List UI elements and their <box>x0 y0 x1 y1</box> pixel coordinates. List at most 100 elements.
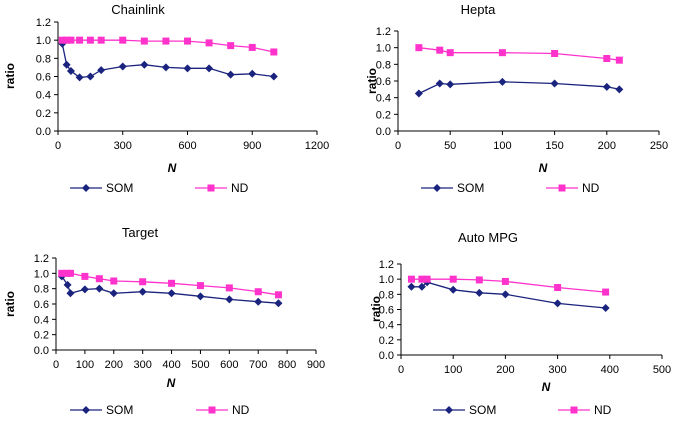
data-point-som <box>86 72 95 81</box>
x-axis-label: N <box>539 161 548 175</box>
x-axis-label: N <box>167 376 176 390</box>
data-point-nd <box>415 44 423 52</box>
y-tick-label: 0.8 <box>34 284 49 296</box>
x-tick-label: 100 <box>444 364 462 376</box>
data-point-nd <box>225 284 233 292</box>
data-point-nd <box>205 39 213 47</box>
x-tick-label: 900 <box>243 140 261 152</box>
y-tick-label: 0.0 <box>379 350 394 362</box>
x-tick-label: 300 <box>548 364 566 376</box>
data-point-nd <box>86 36 94 44</box>
data-point-som <box>183 64 192 73</box>
chart-panel: Chainlink 0.0 0.2 0.4 0.6 0.8 1.0 1.2 0 300 600 900… <box>3 2 329 195</box>
chart-title: Hepta <box>461 2 496 17</box>
y-tick-label: 1.2 <box>379 259 394 271</box>
x-tick-label: 0 <box>395 140 401 152</box>
data-point-nd <box>274 291 282 299</box>
legend-marker <box>82 184 90 192</box>
data-point-som <box>63 280 72 289</box>
x-axis-label: N <box>542 380 551 394</box>
y-tick-label: 0.2 <box>36 108 51 120</box>
data-point-som <box>269 72 278 81</box>
data-point-som <box>118 62 127 71</box>
x-tick-label: 200 <box>105 359 123 371</box>
data-point-nd <box>119 36 127 44</box>
data-point-som <box>66 67 75 76</box>
y-tick-label: 0.8 <box>376 59 391 71</box>
x-tick-label: 900 <box>307 359 325 371</box>
x-tick-label: 800 <box>278 359 296 371</box>
legend-entry-nd: ND <box>196 403 250 417</box>
data-point-som <box>109 289 118 298</box>
data-point-som <box>254 297 263 306</box>
data-point-som <box>140 60 149 69</box>
data-point-nd <box>81 272 89 280</box>
data-point-nd <box>270 48 278 56</box>
data-point-nd <box>498 49 506 57</box>
x-tick-label: 700 <box>249 359 267 371</box>
data-point-som <box>66 289 75 298</box>
y-tick-label: 0.6 <box>34 299 49 311</box>
legend-entry-nd: ND <box>546 181 600 195</box>
legend-entry-som: SOM <box>433 403 496 417</box>
data-point-som <box>417 282 426 291</box>
y-tick-label: 0.6 <box>36 72 51 84</box>
y-axis-label: ratio <box>365 68 379 94</box>
data-point-nd <box>95 275 103 283</box>
legend-marker <box>570 406 578 414</box>
legend-marker <box>208 406 216 414</box>
data-point-som <box>550 79 559 88</box>
data-point-som <box>435 79 444 88</box>
data-point-som <box>161 63 170 72</box>
legend-entry-som: SOM <box>70 181 133 195</box>
chart-title: Target <box>122 225 159 240</box>
data-point-nd <box>449 275 457 283</box>
legend-label: ND <box>231 181 249 195</box>
data-point-nd <box>423 275 431 283</box>
y-tick-label: 0.2 <box>34 330 49 342</box>
y-tick-label: 0.6 <box>376 76 391 88</box>
data-point-nd <box>168 279 176 287</box>
data-point-som <box>602 82 611 91</box>
data-point-nd <box>110 277 118 285</box>
legend-marker <box>558 184 566 192</box>
data-point-nd <box>551 50 559 57</box>
chart-panel: Hepta 0.0 0.2 0.4 0.6 0.8 1.0 1.2 0 50 100 150 200 25… <box>365 2 668 195</box>
data-point-nd <box>139 278 147 286</box>
x-tick-label: 250 <box>650 140 668 152</box>
series-line-som <box>61 43 274 79</box>
legend-label: SOM <box>106 181 133 195</box>
y-tick-label: 1.2 <box>36 17 51 29</box>
x-tick-label: 200 <box>496 364 514 376</box>
y-axis-label: ratio <box>3 63 17 89</box>
data-point-nd <box>254 288 262 296</box>
y-tick-label: 0.0 <box>36 126 51 138</box>
y-tick-label: 0.0 <box>34 345 49 357</box>
y-tick-label: 1.0 <box>36 35 51 47</box>
chart-panel: Auto MPG 0.0 0.2 0.4 0.6 0.8 1.0 1.2 0 100 200 300 4… <box>369 230 671 417</box>
y-tick-label: 0.4 <box>376 93 391 105</box>
data-point-som <box>167 289 176 298</box>
data-point-som <box>553 299 562 308</box>
x-tick-label: 300 <box>114 140 132 152</box>
data-point-som <box>95 284 104 293</box>
data-point-som <box>498 77 507 86</box>
y-tick-label: 0.4 <box>379 320 394 332</box>
data-point-nd <box>66 269 74 277</box>
data-point-nd <box>67 36 75 44</box>
legend-marker <box>445 406 453 414</box>
data-point-nd <box>436 46 444 54</box>
data-point-nd <box>475 276 483 284</box>
data-point-nd <box>227 42 235 50</box>
data-point-nd <box>603 55 611 62</box>
legend-marker <box>207 184 215 192</box>
x-axis-label: N <box>168 161 177 175</box>
data-point-som <box>205 64 214 73</box>
legend-marker <box>82 406 90 414</box>
y-tick-label: 0.4 <box>36 90 51 102</box>
y-tick-label: 0.2 <box>379 335 394 347</box>
x-tick-label: 400 <box>162 359 180 371</box>
chart-title: Auto MPG <box>458 230 518 245</box>
y-tick-label: 0.2 <box>376 109 391 121</box>
x-tick-label: 100 <box>76 359 94 371</box>
